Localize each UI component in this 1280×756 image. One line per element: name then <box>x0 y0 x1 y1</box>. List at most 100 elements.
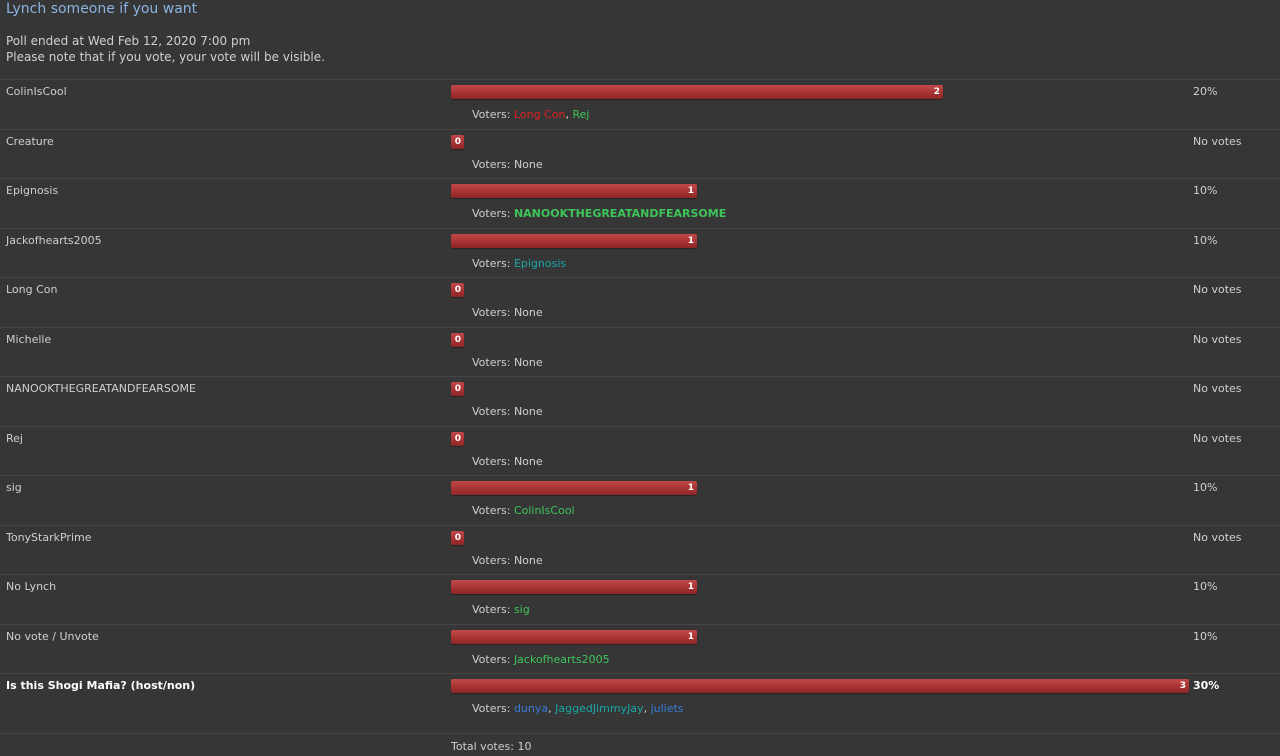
vote-count: 1 <box>687 235 694 246</box>
vote-count: 0 <box>454 532 461 543</box>
vote-count: 0 <box>454 433 461 444</box>
poll-option-row: Michelle 0 Voters: None No votes <box>0 326 1280 377</box>
vote-count: 3 <box>1179 681 1186 691</box>
poll-option-row: NANOOKTHEGREATANDFEARSOME 0 Voters: None No… <box>0 376 1280 426</box>
option-name: Jackofhearts2005 <box>6 233 102 247</box>
vote-count: 0 <box>454 136 461 147</box>
option-percent: No votes <box>1193 332 1242 346</box>
vote-bar: 0 <box>451 431 464 446</box>
poll-option-row: TonyStarkPrime 0 Voters: None No votes <box>0 524 1280 575</box>
voter-separator: , <box>565 108 573 121</box>
option-name: Long Con <box>6 283 58 296</box>
vote-bar: 0 <box>451 530 464 545</box>
voters-line: Voters: ColinIsCool <box>472 504 575 517</box>
voters-label: Voters: <box>472 256 514 270</box>
voters-line: Voters: sig <box>472 603 530 616</box>
voter-separator: , <box>643 702 651 715</box>
option-percent: 10% <box>1193 481 1218 494</box>
vote-bar: 0 <box>451 134 464 149</box>
voter-link[interactable]: dunya <box>513 702 549 715</box>
option-percent: No votes <box>1193 431 1242 445</box>
vote-bar: 3 <box>451 679 1189 693</box>
vote-count: 1 <box>687 483 694 493</box>
poll-option-row: sig 1 Voters: ColinIsCool 10% <box>0 475 1280 525</box>
vote-count: 1 <box>687 186 694 196</box>
option-name: Rej <box>6 431 23 445</box>
vote-bar: 0 <box>451 332 464 347</box>
option-name: Michelle <box>6 332 52 346</box>
voter-link[interactable]: Jackofhearts2005 <box>513 652 610 666</box>
voters-none: None <box>513 454 543 468</box>
vote-bar: 1 <box>451 629 697 644</box>
voters-label: Voters: <box>472 306 514 319</box>
vote-count: 0 <box>454 384 461 394</box>
voters-none: None <box>513 553 543 567</box>
voters-label: Voters: <box>472 405 514 418</box>
voter-link[interactable]: NANOOKTHEGREATANDFEARSOME <box>513 207 727 220</box>
option-percent: No votes <box>1193 530 1242 544</box>
voter-link[interactable]: Rej <box>572 108 590 121</box>
voter-link[interactable]: ColinIsCool <box>513 504 575 517</box>
poll-title: Lynch someone if you want <box>6 1 198 17</box>
poll-options-list: ColinIsCool 2 Voters: Long Con, Rej 20% Crea… <box>0 79 1280 723</box>
voters-line: Voters: None <box>472 455 543 468</box>
vote-bar: 1 <box>451 580 697 594</box>
poll-info: Poll ended at Wed Feb 12, 2020 7:00 pm P… <box>6 33 325 65</box>
voter-link[interactable]: juliets <box>650 702 684 715</box>
voters-line: Voters: Jackofhearts2005 <box>472 653 610 666</box>
voters-line: Voters: Long Con, Rej <box>472 108 589 121</box>
voters-none: None <box>513 405 543 418</box>
vote-bar: 1 <box>451 233 697 248</box>
total-divider <box>0 733 1280 734</box>
vote-count: 1 <box>687 582 694 592</box>
voters-label: Voters: <box>472 157 514 171</box>
poll-ended-text: Poll ended at Wed Feb 12, 2020 7:00 pm <box>6 34 251 48</box>
voter-link[interactable]: Long Con <box>513 108 566 121</box>
poll-option-row: No Lynch 1 Voters: sig 10% <box>0 574 1280 624</box>
vote-count: 2 <box>933 87 940 97</box>
poll-option-row: Jackofhearts2005 1 Voters: Epignosis 10% <box>0 227 1280 278</box>
option-name: NANOOKTHEGREATANDFEARSOME <box>6 382 197 395</box>
option-percent: No votes <box>1193 134 1242 148</box>
poll-note-text: Please note that if you vote, your vote … <box>6 50 325 64</box>
option-name: ColinIsCool <box>6 85 67 98</box>
vote-count: 1 <box>687 631 694 642</box>
option-name: No Lynch <box>6 580 57 593</box>
voters-none: None <box>513 157 543 171</box>
voters-line: Voters: NANOOKTHEGREATANDFEARSOME <box>472 207 726 220</box>
option-name: Creature <box>6 134 54 148</box>
vote-count: 0 <box>454 334 461 345</box>
vote-bar: 0 <box>451 283 464 297</box>
vote-bar: 2 <box>451 85 943 99</box>
poll-option-row: Epignosis 1 Voters: NANOOKTHEGREATANDFEARS… <box>0 178 1280 228</box>
voters-label: Voters: <box>472 702 514 715</box>
voters-label: Voters: <box>472 108 514 121</box>
option-percent: No votes <box>1193 283 1242 296</box>
voters-none: None <box>513 355 543 369</box>
voters-line: Voters: None <box>472 405 543 418</box>
vote-bar: 0 <box>451 382 464 396</box>
voters-line: Voters: None <box>472 554 543 567</box>
total-votes: Total votes: 10 <box>451 740 532 753</box>
poll-option-row: Long Con 0 Voters: None No votes <box>0 277 1280 327</box>
voter-separator: , <box>548 702 556 715</box>
voter-link[interactable]: Epignosis <box>513 256 567 270</box>
voters-label: Voters: <box>472 603 514 616</box>
voter-link[interactable]: sig <box>513 603 530 616</box>
vote-bar: 1 <box>451 184 697 198</box>
voters-label: Voters: <box>472 553 514 567</box>
voters-label: Voters: <box>472 207 514 220</box>
option-percent: 20% <box>1193 85 1218 98</box>
option-name: No vote / Unvote <box>6 629 99 643</box>
option-name: sig <box>6 481 22 494</box>
option-percent: 10% <box>1193 580 1218 593</box>
option-percent: No votes <box>1193 382 1242 395</box>
voter-link[interactable]: JaggedJimmyJay <box>555 702 644 715</box>
poll-option-row: ColinIsCool 2 Voters: Long Con, Rej 20% <box>0 79 1280 129</box>
option-percent: 10% <box>1193 184 1218 197</box>
voters-line: Voters: None <box>472 356 543 369</box>
option-name: Epignosis <box>6 184 59 197</box>
poll-option-row: No vote / Unvote 1 Voters: Jackofhearts200… <box>0 623 1280 674</box>
voters-line: Voters: None <box>472 158 543 171</box>
option-percent: 10% <box>1193 233 1218 247</box>
